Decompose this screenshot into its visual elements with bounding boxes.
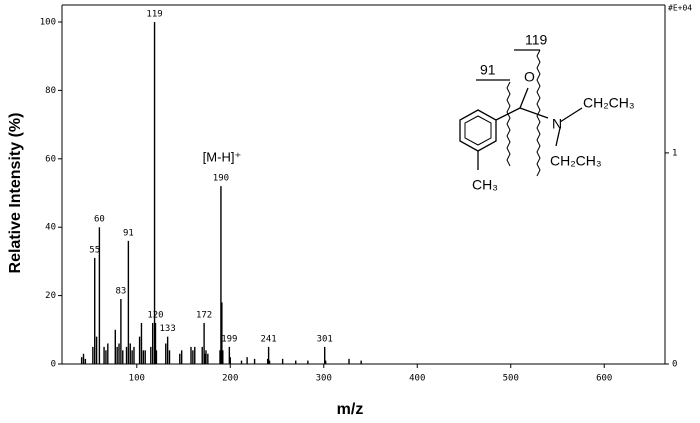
bonds [495,87,583,147]
peak-label: 241 [260,334,276,344]
x-tick-label: 200 [222,374,238,384]
x-tick-label: 300 [316,374,332,384]
y-tick-label: 0 [51,360,56,370]
peak-label: 301 [317,334,333,344]
x-tick-label: 500 [503,374,519,384]
x-tick-label: 100 [129,374,145,384]
cleavage-91 [506,81,511,167]
group-label: CH₂CH₃ [583,95,635,111]
peak-label: 83 [115,287,126,297]
peak-label: 133 [160,324,176,334]
fragment-label: 91 [480,62,496,78]
x-tick-label: 400 [409,374,425,384]
y-tick-label: 80 [45,86,56,96]
group-label: CH₂CH₃ [550,153,602,169]
structure: 119 91 O N CH₂CH₃ CH₂CH₃ CH₃ [459,32,635,193]
y2-tick-label: 0 [672,360,677,370]
group-label: CH₃ [472,177,498,193]
peak-label: 55 [89,245,100,255]
annotation: [M-H]⁺ [203,149,242,164]
y-tick-label: 40 [45,223,56,233]
y-tick-label: 20 [45,291,56,301]
y-tick-label: 100 [40,18,56,28]
ring-inner [464,115,492,146]
peak-label: 119 [146,10,162,20]
peak-label: 120 [147,310,163,320]
peak-label: 91 [123,228,134,238]
peak-label: 199 [221,334,237,344]
cleavage-119 [536,49,541,177]
fragment-lines [476,49,540,81]
y2-tick-label: 1 [672,148,677,158]
x-axis-title: m/z [337,401,364,418]
peak-label: 172 [196,310,212,320]
y-tick-label: 60 [45,154,56,164]
atom-label: O [524,69,535,85]
y2-label: #E+04 [668,4,692,13]
y-axis-title: Relative Intensity (%) [7,113,24,274]
x-tick-label: 600 [596,374,612,384]
peak-label: 60 [94,215,105,225]
fragment-label: 119 [525,32,548,48]
atom-label: N [552,116,562,132]
peak-label: 190 [213,174,229,184]
